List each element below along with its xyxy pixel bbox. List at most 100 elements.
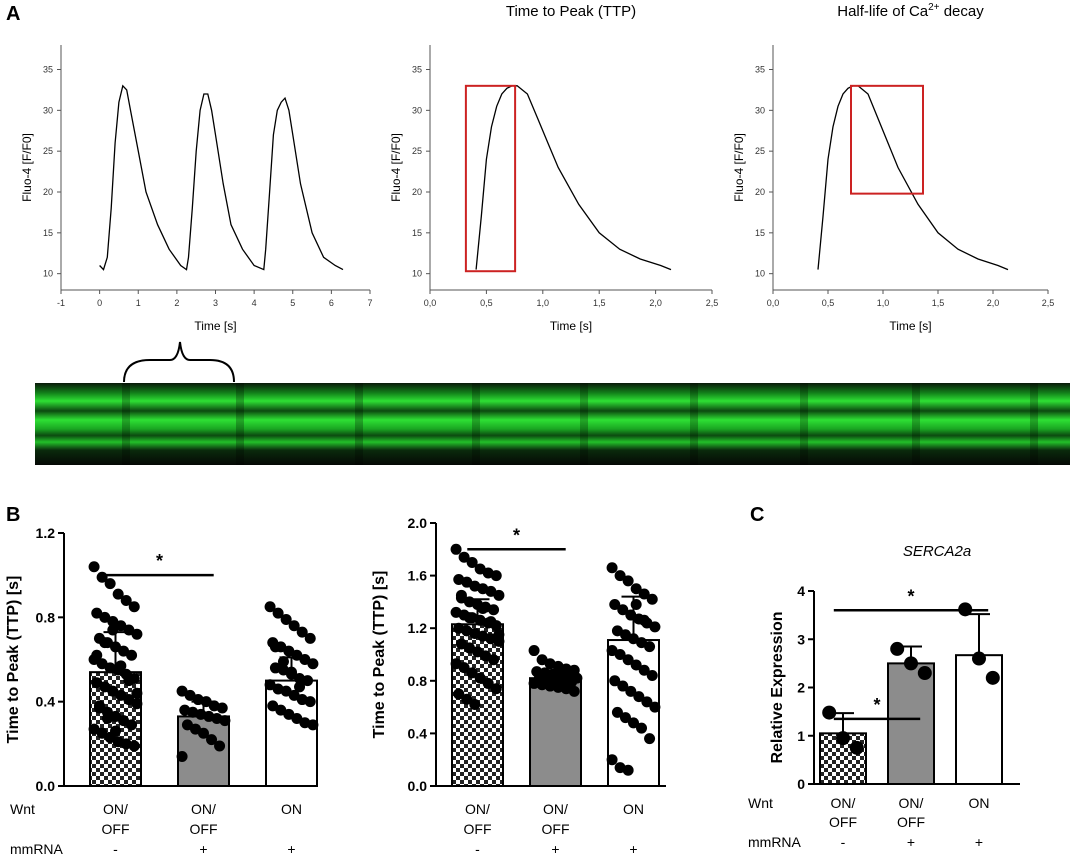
data-point xyxy=(849,740,864,755)
y-tick-label: 15 xyxy=(412,228,422,238)
fluorescence-trace xyxy=(99,84,344,271)
y-tick-label: 1 xyxy=(797,728,805,744)
y-tick-label: 20 xyxy=(412,187,422,197)
x-tick-label: 2,0 xyxy=(649,298,662,308)
x-tick-label: 0 xyxy=(97,298,102,308)
linescan-gap xyxy=(800,383,808,465)
y-tick-label: 15 xyxy=(43,228,53,238)
data-point xyxy=(296,626,308,638)
data-point xyxy=(638,614,650,626)
panel-label-c: C xyxy=(750,504,764,526)
y-tick-label: 20 xyxy=(755,187,765,197)
data-point xyxy=(622,575,634,587)
data-point xyxy=(641,696,653,708)
y-tick-label: 10 xyxy=(755,269,765,279)
data-point xyxy=(622,764,634,776)
x-tick-label: 0,0 xyxy=(424,298,437,308)
data-point xyxy=(126,649,138,661)
y-tick-label: 10 xyxy=(412,269,422,279)
row-label-mmrna: mmRNA xyxy=(10,841,64,857)
linescan-gap xyxy=(122,383,130,465)
data-point xyxy=(93,700,105,712)
category-label: ON/ xyxy=(899,795,924,811)
category-label: ON/ xyxy=(465,801,490,817)
data-point xyxy=(646,593,658,605)
data-point xyxy=(528,645,540,657)
data-point xyxy=(128,740,140,752)
data-point xyxy=(264,601,276,613)
y-tick-label: 35 xyxy=(412,65,422,75)
data-point xyxy=(214,740,226,752)
mmrna-sign: + xyxy=(907,834,915,850)
category-label: OFF xyxy=(102,821,130,837)
data-point xyxy=(646,670,658,682)
category-label: ON xyxy=(281,801,302,817)
bar-chart-serca2a: 0 1 2 3 4 Relative Expression * * ON/OFF - ON/OFF +… xyxy=(748,543,1020,850)
y-tick-label: 1.6 xyxy=(408,568,428,584)
data-point xyxy=(110,725,121,737)
y-tick-label: 25 xyxy=(755,146,765,156)
data-point xyxy=(131,698,143,710)
y-tick-label: 35 xyxy=(755,65,765,75)
y-tick-label: 0.8 xyxy=(408,673,428,689)
y-tick-label: 1.2 xyxy=(408,620,428,636)
x-tick-label: 1,0 xyxy=(877,298,890,308)
x-tick-label: 1,5 xyxy=(932,298,945,308)
data-point xyxy=(622,654,634,666)
category-label: OFF xyxy=(542,821,570,837)
data-point xyxy=(477,602,489,614)
y-tick-label: 1.2 xyxy=(36,525,56,541)
data-point xyxy=(458,662,470,674)
data-point xyxy=(822,705,837,720)
data-point xyxy=(107,624,119,636)
mmrna-sign: - xyxy=(475,841,480,857)
data-point xyxy=(490,570,502,582)
y-axis-label: Time to Peak (TTP) [s] xyxy=(5,576,22,744)
data-point xyxy=(455,589,467,601)
data-point xyxy=(630,583,642,595)
data-point xyxy=(649,701,661,713)
data-point xyxy=(617,680,629,692)
mmrna-sign: + xyxy=(551,841,559,857)
y-tick-label: 0.4 xyxy=(408,725,428,741)
data-point xyxy=(463,612,475,624)
x-tick-label: 1,5 xyxy=(593,298,606,308)
data-point xyxy=(917,666,932,681)
y-tick-label: 2 xyxy=(797,680,805,696)
data-point xyxy=(469,698,481,710)
data-point xyxy=(644,733,656,745)
category-label: ON/ xyxy=(191,801,216,817)
linescan-gap xyxy=(580,383,588,465)
category-label: ON/ xyxy=(103,801,128,817)
x-tick-label: 2,5 xyxy=(1042,298,1055,308)
data-point xyxy=(176,750,188,762)
data-point xyxy=(636,722,648,734)
data-point xyxy=(633,691,645,703)
data-point xyxy=(485,616,497,628)
fluorescence-trace xyxy=(817,85,1009,271)
data-point xyxy=(304,696,316,708)
y-tick-label: 30 xyxy=(43,105,53,115)
y-tick-label: 0.8 xyxy=(36,609,56,625)
linescan-gap xyxy=(355,383,363,465)
data-point xyxy=(131,628,143,640)
y-tick-label: 0.0 xyxy=(36,778,56,794)
data-point xyxy=(269,641,281,653)
x-tick-label: 0,0 xyxy=(767,298,780,308)
data-point xyxy=(458,551,470,563)
data-point xyxy=(272,607,284,619)
highlight-box xyxy=(850,84,924,195)
y-tick-label: 0 xyxy=(797,776,805,792)
y-tick-label: 20 xyxy=(43,187,53,197)
data-point xyxy=(96,571,108,583)
trace-plot-halflife: 0,0 0,5 1,0 1,5 2,0 2,5 10 15 20 25 30 35 Time [s] Fl… xyxy=(732,2,1054,333)
x-axis-label: Time [s] xyxy=(889,319,931,333)
data-point xyxy=(568,685,580,697)
data-point xyxy=(488,604,500,616)
category-label: ON xyxy=(969,795,990,811)
bar xyxy=(955,654,1003,785)
data-point xyxy=(609,599,621,611)
plot-title: Time to Peak (TTP) xyxy=(506,3,636,20)
data-point xyxy=(461,693,473,705)
category-label: ON/ xyxy=(831,795,856,811)
